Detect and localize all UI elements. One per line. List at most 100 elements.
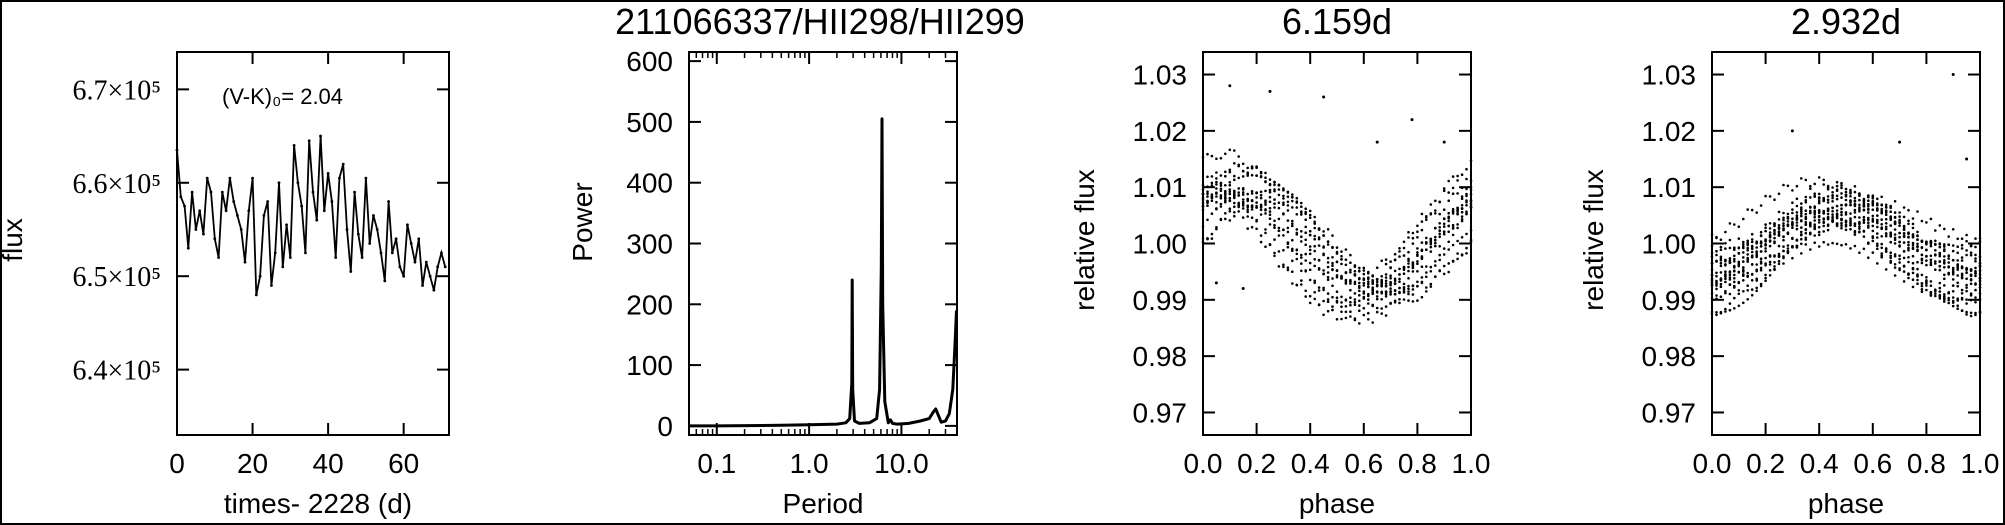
phase1-point: [1273, 180, 1276, 184]
lightcurve-point: [402, 274, 406, 278]
phase1-point: [1407, 299, 1410, 302]
phase1-point: [1291, 247, 1294, 251]
phase1-point: [1228, 170, 1232, 174]
phase2-point: [1934, 294, 1937, 298]
periodogram-xtick-label: 1.0: [790, 448, 829, 479]
lightcurve-ticks: [176, 52, 449, 435]
phase1-point: [1250, 225, 1254, 229]
phase1-point: [1420, 295, 1424, 299]
phase1-point: [1389, 276, 1392, 280]
phase1-point: [1460, 173, 1464, 176]
phase2-point: [1768, 240, 1772, 243]
phase1-point: [1456, 239, 1459, 243]
lightcurve-point: [428, 274, 432, 278]
phase2-point: [1786, 212, 1790, 216]
phase1-point: [1447, 215, 1450, 219]
phase1-point: [1398, 280, 1401, 284]
phase1-point: [1384, 284, 1388, 288]
phase2-point: [1724, 291, 1727, 295]
phase1-point: [1340, 254, 1343, 258]
phase2-point: [1960, 243, 1964, 247]
phase2-point: [1880, 207, 1883, 211]
phase2-point: [1817, 215, 1821, 218]
phase2-point: [1840, 217, 1843, 221]
phase2-point: [1951, 304, 1955, 308]
phase1-point: [1233, 178, 1236, 182]
phase2-point: [1920, 259, 1924, 262]
phase2-point: [1791, 222, 1794, 225]
phase1-point: [1215, 195, 1218, 198]
phase2-point: [1715, 274, 1718, 278]
phase1-point: [1438, 229, 1441, 232]
phase2-point: [1759, 244, 1763, 248]
phase1-point: [1264, 203, 1267, 206]
phase2-point: [1755, 268, 1758, 272]
phase2-point: [1862, 205, 1866, 208]
phase2-point: [1813, 225, 1816, 228]
lightcurve-point: [288, 256, 292, 259]
phase1-point: [1407, 277, 1410, 280]
lightcurve-point: [251, 176, 254, 180]
phase1-point: [1438, 235, 1441, 239]
phase1-point: [1393, 277, 1397, 281]
phase2-point: [1974, 260, 1977, 263]
lightcurve-point: [277, 181, 281, 185]
phase1-point: [1255, 206, 1258, 209]
lightcurve-point: [330, 200, 334, 203]
phase1-point: [1349, 300, 1352, 304]
phase2-point: [1871, 220, 1875, 223]
phase1-point: [1264, 176, 1267, 179]
phase2-point: [1943, 245, 1946, 248]
phase2-point: [1974, 274, 1977, 278]
phase2-point: [1876, 262, 1879, 265]
phase1-point: [1273, 202, 1276, 205]
phase2-point: [1755, 289, 1758, 293]
phase2-point: [1876, 244, 1879, 248]
phase1-point: [1215, 207, 1218, 210]
phase1-point: [1228, 207, 1232, 210]
phase2-point: [1853, 222, 1857, 225]
phase1-point: [1420, 256, 1424, 260]
phase1-point: [1362, 295, 1366, 299]
phase2-point: [1871, 208, 1875, 211]
lightcurve-point: [409, 242, 413, 245]
phase2-point: [1884, 217, 1888, 221]
lightcurve-point: [205, 176, 209, 180]
phase2-point: [1911, 226, 1915, 230]
phase2-ticks: [1711, 52, 1981, 435]
phase2-point: [1795, 245, 1799, 249]
phase1-point: [1322, 286, 1325, 290]
phase2-point: [1871, 229, 1875, 233]
phase1-point: [1393, 293, 1397, 296]
phase2-point: [1746, 260, 1749, 263]
lightcurve-point: [190, 190, 194, 194]
phase2-point: [1804, 236, 1808, 240]
phase2-point: [1902, 241, 1906, 244]
phase1-point: [1362, 290, 1366, 293]
phase1-point: [1335, 269, 1339, 272]
phase2-point: [1764, 240, 1767, 243]
phase1-point: [1215, 187, 1218, 190]
phase2-point: [1768, 195, 1772, 198]
phase2-point: [1840, 211, 1843, 214]
phase1-point: [1313, 226, 1316, 230]
phase1-point: [1304, 231, 1307, 234]
phase2-point: [1835, 194, 1839, 198]
phase2-point: [1804, 221, 1808, 224]
phase2-point: [1750, 263, 1754, 266]
phase2-point: [1831, 194, 1834, 197]
phase2-point: [1951, 272, 1955, 276]
phase2-point: [1759, 282, 1763, 286]
phase1-point: [1416, 251, 1419, 254]
phase1-point: [1344, 248, 1348, 251]
phase2-point: [1947, 265, 1950, 268]
phase1-ytick-label: 1.00: [1133, 229, 1188, 260]
color-index-annotation: (V-K)₀= 2.04: [222, 84, 343, 109]
phase1-point: [1304, 218, 1307, 221]
phase1-point: [1331, 295, 1334, 299]
phase2-point: [1755, 241, 1758, 245]
phase1-point: [1371, 279, 1374, 282]
phase1-xtick-label: 0.4: [1291, 448, 1330, 479]
phase1-point: [1407, 292, 1410, 296]
